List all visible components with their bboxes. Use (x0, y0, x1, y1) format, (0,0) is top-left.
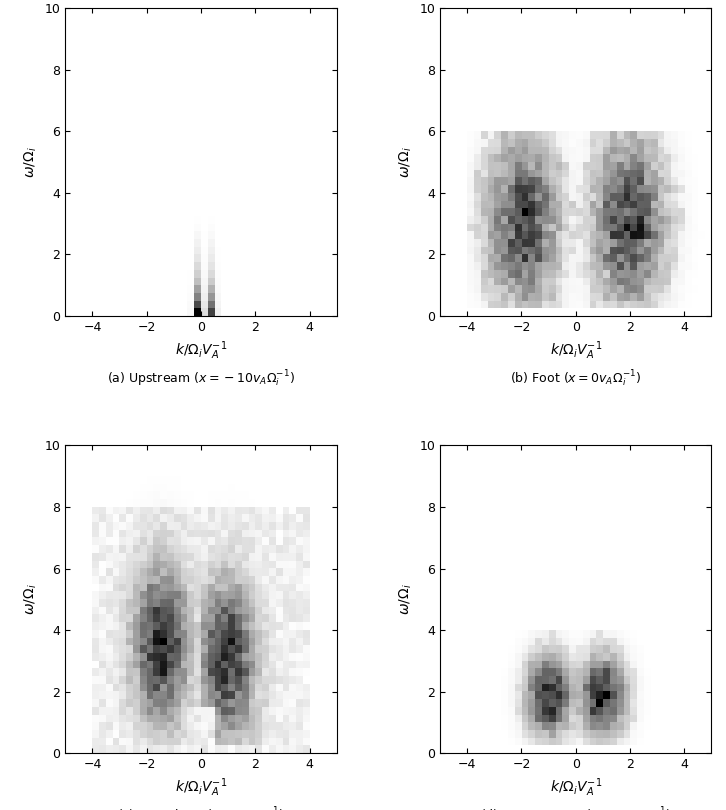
Text: (b) Foot ($x = 0v_A\Omega_i^{-1}$): (b) Foot ($x = 0v_A\Omega_i^{-1}$) (510, 369, 641, 389)
X-axis label: $k/\Omega_i V_A^{-1}$: $k/\Omega_i V_A^{-1}$ (550, 777, 602, 799)
Text: (d) Downstream ($x = 15v_A\Omega_i^{-1}$): (d) Downstream ($x = 15v_A\Omega_i^{-1}$… (480, 806, 672, 810)
Y-axis label: $\omega/\Omega_i$: $\omega/\Omega_i$ (23, 583, 39, 615)
X-axis label: $k/\Omega_i V_A^{-1}$: $k/\Omega_i V_A^{-1}$ (175, 777, 227, 799)
X-axis label: $k/\Omega_i V_A^{-1}$: $k/\Omega_i V_A^{-1}$ (175, 339, 227, 362)
Y-axis label: $\omega/\Omega_i$: $\omega/\Omega_i$ (397, 147, 414, 178)
X-axis label: $k/\Omega_i V_A^{-1}$: $k/\Omega_i V_A^{-1}$ (550, 339, 602, 362)
Text: (a) Upstream ($x = -10v_A\Omega_i^{-1}$): (a) Upstream ($x = -10v_A\Omega_i^{-1}$) (107, 369, 295, 389)
Text: (c) Overshoot ($x = 2v_A\Omega_i^{-1}$): (c) Overshoot ($x = 2v_A\Omega_i^{-1}$) (118, 806, 285, 810)
Y-axis label: $\omega/\Omega_i$: $\omega/\Omega_i$ (397, 583, 414, 615)
Y-axis label: $\omega/\Omega_i$: $\omega/\Omega_i$ (23, 147, 39, 178)
